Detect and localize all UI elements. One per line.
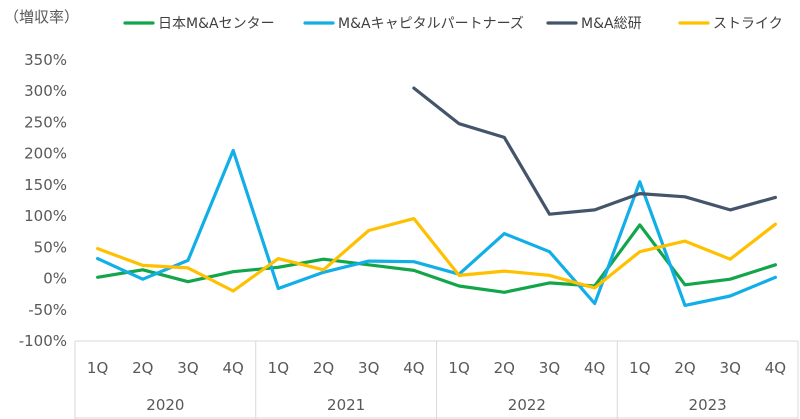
legend-label: M&A総研 [581, 16, 642, 32]
y-tick-label: 150% [24, 176, 67, 194]
category-label: 1Q [448, 359, 469, 377]
category-label: 3Q [358, 359, 379, 377]
category-label: 3Q [539, 359, 560, 377]
category-label: 1Q [87, 359, 108, 377]
y-tick-label: 50% [34, 238, 67, 256]
y-tick-label: 300% [24, 82, 67, 100]
y-tick-label: 200% [24, 145, 67, 163]
legend: 日本M&Aセンター M&Aキャピタルパートナーズ M&A総研 ストライク [123, 16, 783, 32]
series-line [95, 223, 778, 294]
category-label: 1Q [629, 359, 650, 377]
year-label: 2020 [146, 396, 184, 414]
category-label: 2Q [132, 359, 153, 377]
year-label: 2023 [689, 396, 727, 414]
series-lines [95, 86, 778, 307]
y-tick-label: -50% [28, 301, 67, 319]
category-label: 3Q [177, 359, 198, 377]
y-tick-label: 350% [24, 51, 67, 69]
y-tick-label: -100% [19, 332, 67, 350]
y-tick-label: 0% [43, 270, 67, 288]
series-line [95, 148, 778, 307]
year-label: 2021 [327, 396, 365, 414]
category-label: 2Q [313, 359, 334, 377]
y-tick-label: 100% [24, 207, 67, 225]
legend-label: ストライク [713, 16, 783, 32]
category-label: 4Q [584, 359, 605, 377]
category-label: 3Q [720, 359, 741, 377]
series-line [95, 217, 778, 293]
legend-label: 日本M&Aセンター [158, 16, 275, 32]
category-label: 2Q [674, 359, 695, 377]
category-label: 4Q [765, 359, 786, 377]
category-label: 2Q [494, 359, 515, 377]
category-label: 4Q [403, 359, 424, 377]
year-label: 2022 [508, 396, 546, 414]
y-tick-label: 250% [24, 113, 67, 131]
y-axis-ticks: -100% -50% 0% 50% 100% 150% 200% 250% 300% 350% [19, 51, 67, 350]
category-label: 4Q [222, 359, 243, 377]
series-line [412, 86, 778, 216]
category-label: 1Q [268, 359, 289, 377]
y-axis-title: （増収率） [4, 8, 79, 26]
legend-label: M&Aキャピタルパートナーズ [338, 16, 524, 32]
x-axis: 1Q 2Q 3Q 4Q 1Q 2Q 3Q 4Q 1Q 2Q 3Q 4Q 1Q 2Q 3Q 4Q 2020 2021… [74, 340, 799, 419]
